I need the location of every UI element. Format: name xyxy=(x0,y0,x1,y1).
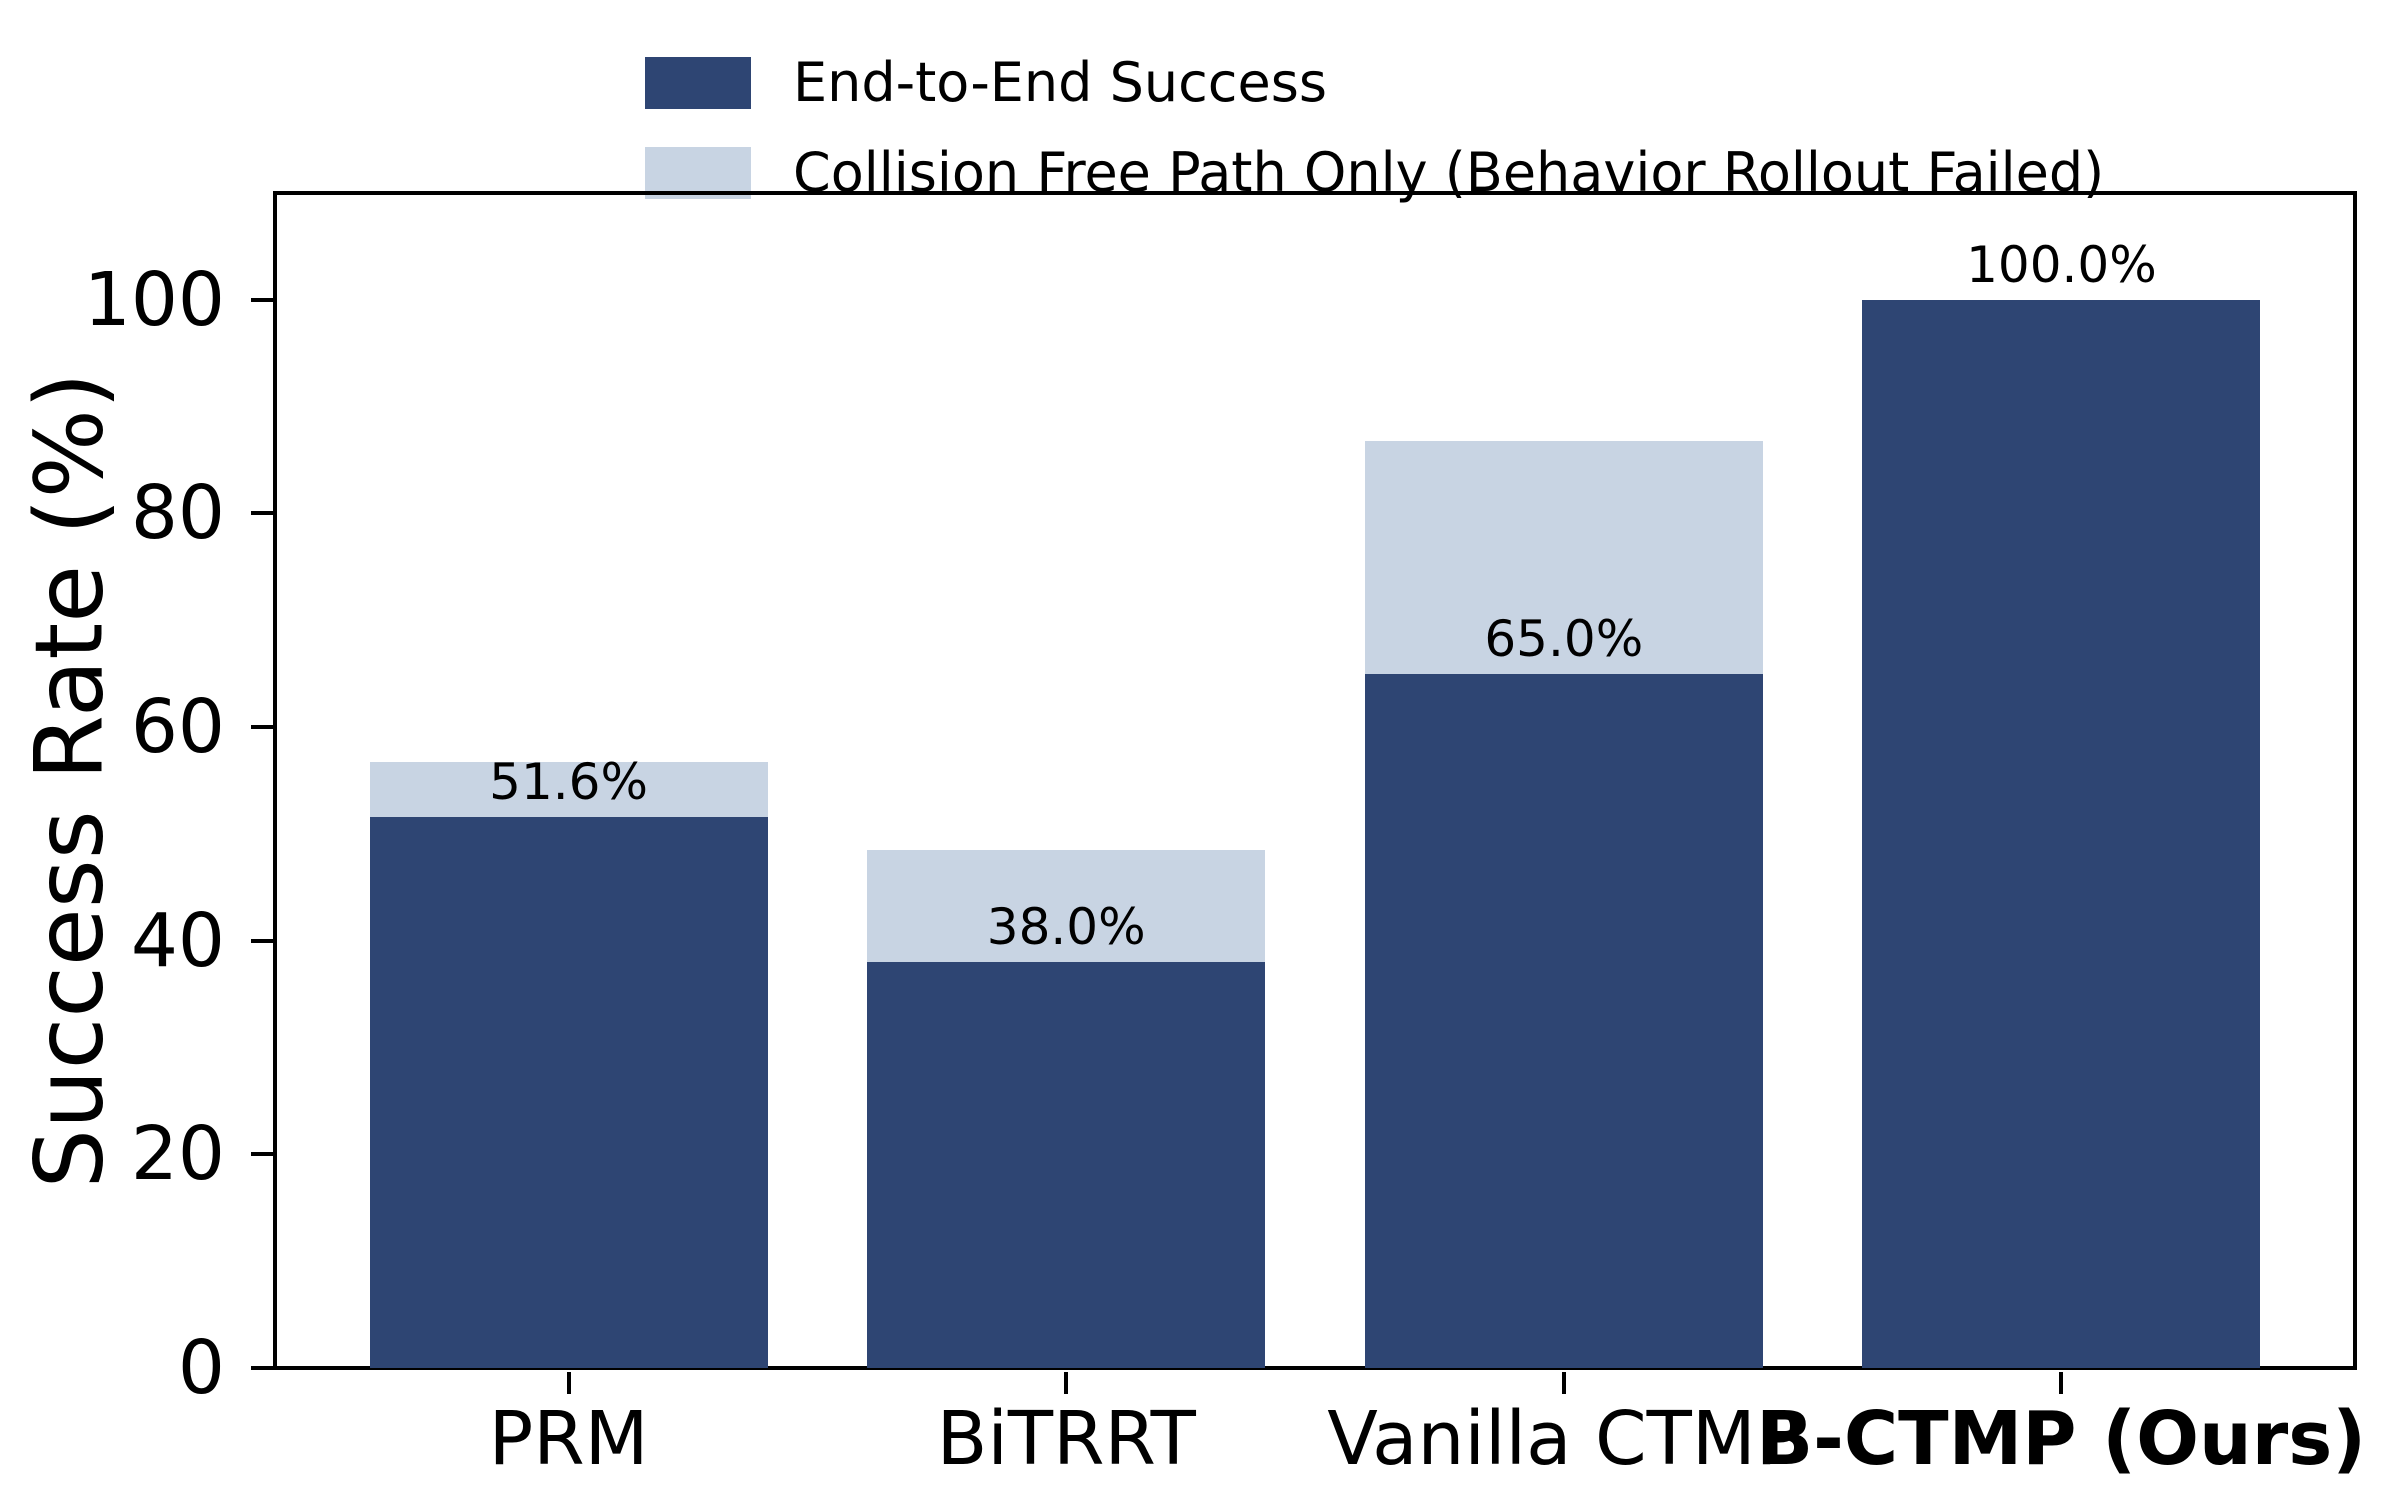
bar-segment-collision-free-only xyxy=(369,762,768,817)
y-tick-label: 60 xyxy=(130,684,225,771)
legend-swatch-end-to-end xyxy=(645,57,751,109)
bar-value-label: 65.0% xyxy=(1484,609,1644,668)
y-tick-label: 80 xyxy=(130,470,225,557)
bar-segment-end-to-end xyxy=(1862,299,2261,1368)
x-tick-label: Vanilla CTMP xyxy=(1327,1396,1801,1482)
legend-swatch-collision-free xyxy=(645,147,751,199)
x-tick-label: PRM xyxy=(488,1396,649,1482)
y-tick-mark xyxy=(251,1152,273,1157)
y-tick-label: 100 xyxy=(83,256,225,343)
x-tick-mark xyxy=(566,1372,571,1394)
y-tick-label: 40 xyxy=(130,897,225,984)
legend: End-to-End Success Collision Free Path O… xyxy=(645,52,2104,232)
x-tick-mark xyxy=(1561,1372,1566,1394)
plot-area: 0 20 40 60 80 100 51.6% PRM 38.0% BiTRRT 65.0% Vani… xyxy=(84,191,2366,1476)
y-tick-mark xyxy=(251,511,273,516)
legend-item-collision-free: Collision Free Path Only (Behavior Rollo… xyxy=(645,142,2104,204)
bar-segment-end-to-end xyxy=(1364,673,1763,1368)
x-tick-label: B-CTMP (Ours) xyxy=(1756,1396,2367,1482)
y-tick-label: 0 xyxy=(177,1325,225,1411)
bar-segment-end-to-end xyxy=(369,816,768,1368)
x-tick-label: BiTRRT xyxy=(936,1396,1196,1482)
y-tick-label: 20 xyxy=(130,1111,225,1198)
bar-value-label: 38.0% xyxy=(986,898,1146,957)
x-tick-mark xyxy=(1064,1372,1069,1394)
bar-segment-end-to-end xyxy=(867,962,1266,1368)
legend-label-collision-free: Collision Free Path Only (Behavior Rollo… xyxy=(793,141,2105,204)
legend-item-end-to-end: End-to-End Success xyxy=(645,52,2104,114)
bar-segment-collision-free-only xyxy=(867,849,1266,963)
y-tick-mark xyxy=(251,725,273,730)
y-tick-mark xyxy=(251,297,273,302)
bar-value-label: 100.0% xyxy=(1966,235,2157,294)
x-tick-mark xyxy=(2059,1372,2064,1394)
y-tick-mark xyxy=(251,1366,273,1370)
bar-segment-collision-free-only xyxy=(1364,440,1763,674)
legend-label-end-to-end: End-to-End Success xyxy=(793,51,1327,114)
y-tick-mark xyxy=(251,938,273,943)
bar-value-label: 51.6% xyxy=(489,752,648,811)
